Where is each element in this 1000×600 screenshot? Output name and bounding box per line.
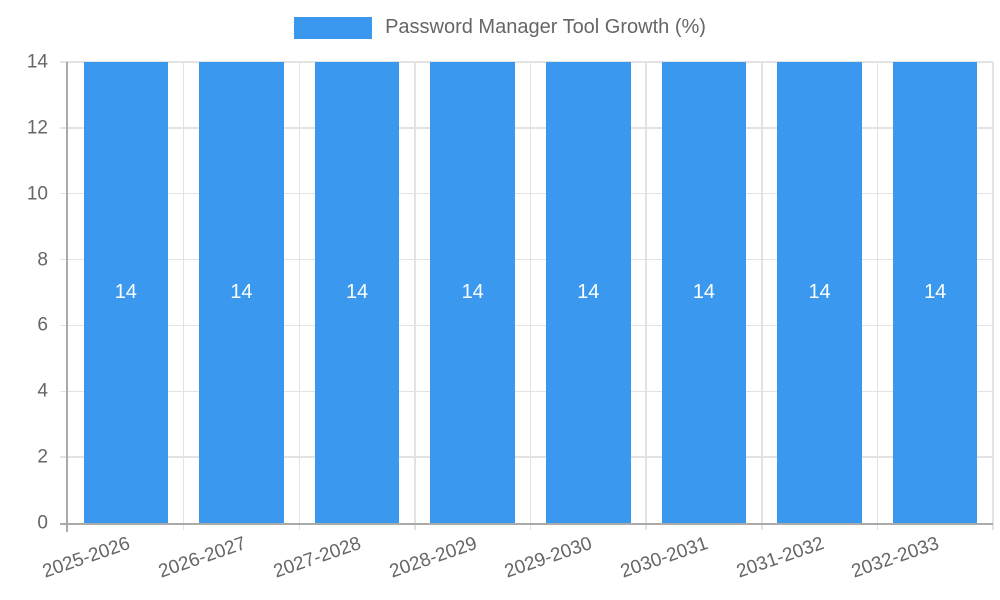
bar[interactable]: 14 xyxy=(777,62,862,523)
y-axis-tick-label: 6 xyxy=(37,314,48,336)
bar-value-label: 14 xyxy=(577,281,600,303)
bar-slot: 14 xyxy=(646,62,762,523)
bar-value-label: 14 xyxy=(230,281,253,303)
horizontal-gridline xyxy=(60,324,993,327)
vertical-gridline xyxy=(992,62,994,530)
x-axis-tick-label: 2028-2029 xyxy=(386,533,480,583)
y-axis-tick-label: 0 xyxy=(37,512,48,534)
bar-value-label: 14 xyxy=(345,281,369,303)
x-axis-tick-label: 2027-2028 xyxy=(271,533,364,583)
horizontal-gridline xyxy=(60,192,993,195)
horizontal-gridline xyxy=(60,127,993,129)
grid-layer xyxy=(60,61,994,530)
plot-area: 14 14 14 14 14 14 14 14 xyxy=(60,61,994,532)
bar-slot: 14 xyxy=(877,62,993,523)
bar[interactable]: 14 xyxy=(892,62,978,523)
y-axis-labels: 0 2 4 6 8 10 12 14 xyxy=(0,53,58,533)
x-axis-tick-label: 2026-2027 xyxy=(155,533,249,583)
x-axis-tick-label: 2032-2033 xyxy=(849,533,943,583)
bar-slot: 14 xyxy=(415,62,531,523)
bar-slot: 14 xyxy=(68,62,184,523)
y-axis-tick-label: 14 xyxy=(26,51,48,73)
vertical-gridline xyxy=(298,62,300,530)
vertical-gridline xyxy=(182,62,185,530)
bar[interactable]: 14 xyxy=(314,62,400,523)
horizontal-gridline xyxy=(60,61,993,63)
x-axis-tick-label: 2031-2032 xyxy=(733,533,827,583)
bars-layer: 14 14 14 14 14 14 14 14 xyxy=(68,62,993,523)
vertical-gridline xyxy=(414,62,416,530)
y-axis-tick-label: 2 xyxy=(37,446,48,468)
bar-slot: 14 xyxy=(184,62,300,523)
legend-swatch xyxy=(294,16,373,39)
vertical-gridline xyxy=(529,62,532,530)
bar-slot: 14 xyxy=(762,62,878,523)
x-axis-labels: 2025-2026 2026-2027 2027-2028 2028-2029 2029… xyxy=(40,533,993,598)
bar[interactable]: 14 xyxy=(661,62,747,523)
bar-value-label: 14 xyxy=(808,281,831,303)
x-axis-tick-label: 2030-2031 xyxy=(618,533,711,583)
bar-value-label: 14 xyxy=(461,281,484,303)
bar-value-label: 14 xyxy=(114,281,137,303)
y-axis-tick-label: 8 xyxy=(37,249,48,271)
legend-label: Password Manager Tool Growth (%) xyxy=(385,16,706,38)
y-axis-tick-label: 10 xyxy=(26,183,48,205)
horizontal-gridline xyxy=(60,258,993,261)
bar-value-label: 14 xyxy=(924,281,947,303)
vertical-gridline xyxy=(645,62,647,530)
legend[interactable]: Password Manager Tool Growth (%) xyxy=(0,16,1000,39)
bar[interactable]: 14 xyxy=(430,62,515,523)
y-axis-tick-label: 12 xyxy=(26,117,48,139)
y-axis-tick-label: 4 xyxy=(37,380,48,402)
bar-slot: 14 xyxy=(531,62,647,523)
vertical-gridline xyxy=(876,62,879,530)
bar-slot: 14 xyxy=(299,62,415,523)
vertical-gridline xyxy=(761,62,763,530)
y-axis-line xyxy=(66,62,68,532)
bar[interactable]: 14 xyxy=(546,62,631,523)
bar[interactable]: 14 xyxy=(199,62,284,523)
bar-value-label: 14 xyxy=(692,281,716,303)
x-axis-line xyxy=(60,523,993,525)
x-axis-tick-label: 2029-2030 xyxy=(502,533,596,583)
x-axis-tick-label: 2025-2026 xyxy=(39,533,133,583)
horizontal-gridline xyxy=(60,390,993,393)
bar[interactable]: 14 xyxy=(83,62,169,523)
horizontal-gridline xyxy=(60,456,993,458)
